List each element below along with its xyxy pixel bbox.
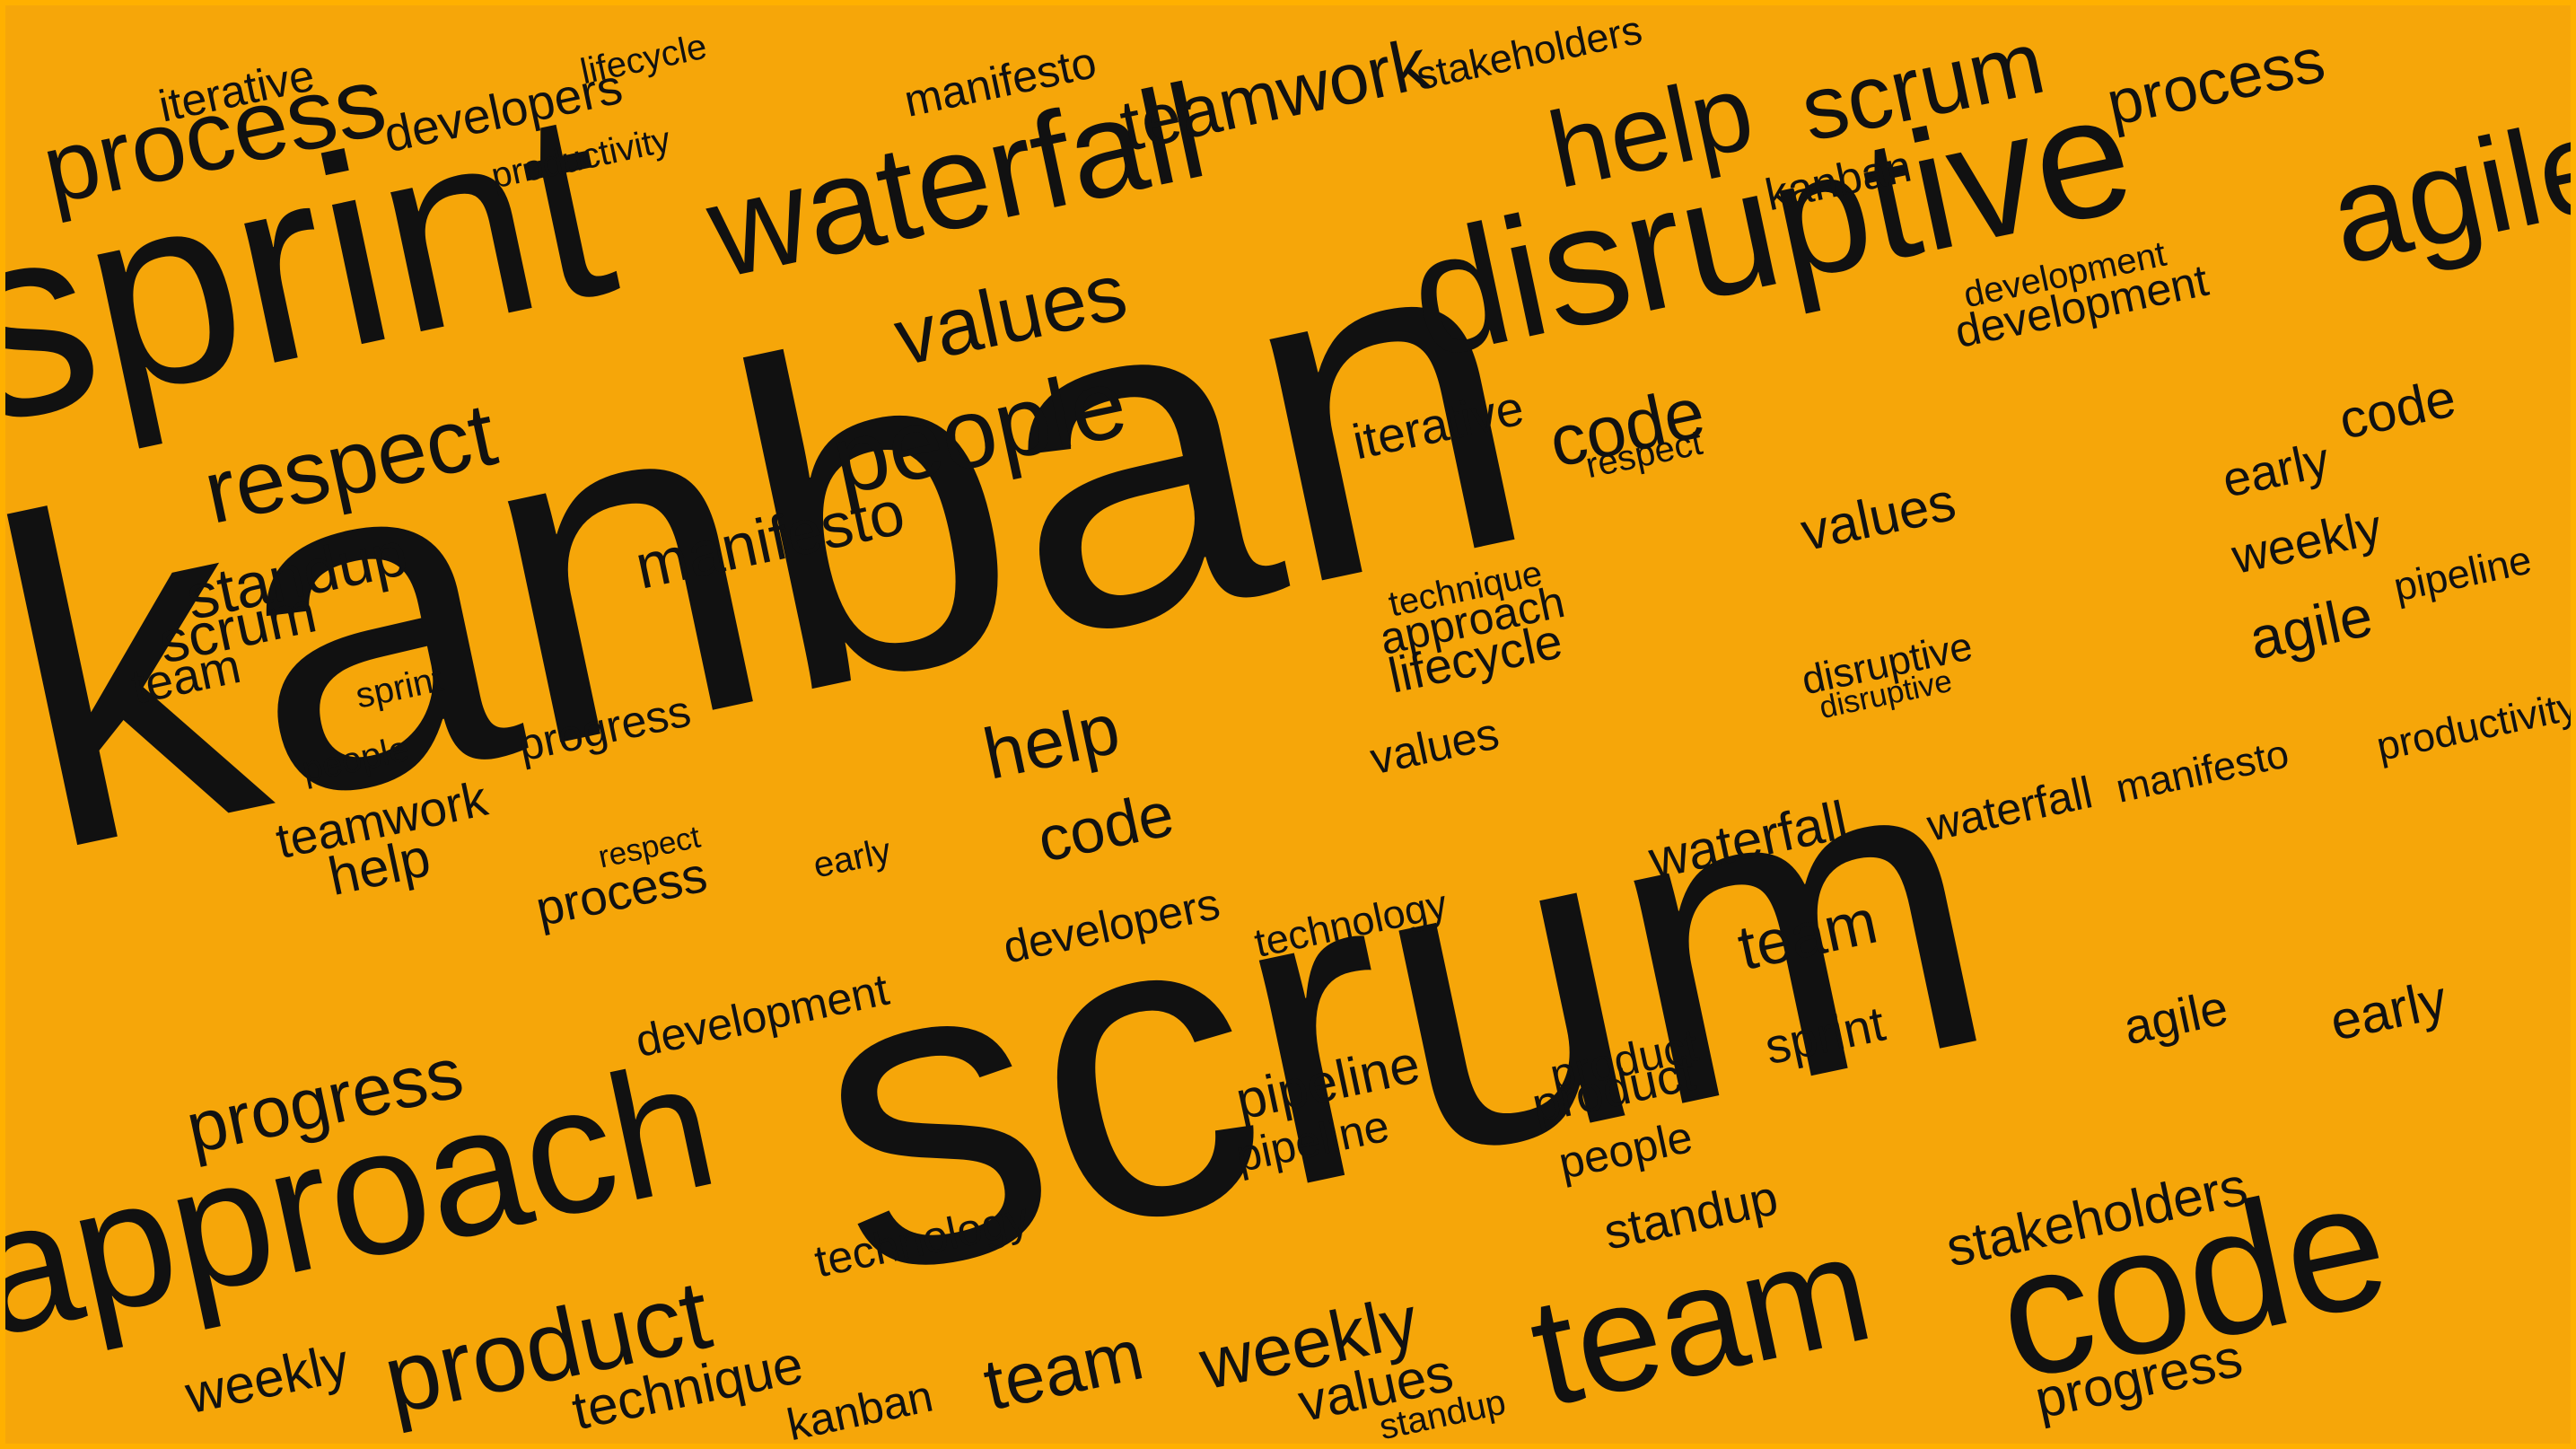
word-weekly-b: weekly — [2227, 498, 2387, 584]
word-early: early — [2217, 431, 2335, 508]
word-weekly-small: weekly — [180, 1331, 355, 1426]
word-code-b: code — [2334, 367, 2461, 451]
word-process-b: process — [2100, 24, 2331, 139]
word-pipeline-b: pipeline — [2389, 536, 2536, 610]
word-manifesto-b: manifesto — [2111, 730, 2293, 812]
word-values-small: values — [1795, 470, 1961, 563]
word-early-small: early — [2325, 969, 2452, 1052]
word-lifecycle-small: lifecycle — [576, 26, 711, 92]
word-productivity: productivity — [2372, 681, 2576, 770]
word-team-large: team — [1517, 1201, 1885, 1440]
word-agile-b: agile — [2118, 979, 2233, 1056]
word-agile-small: agile — [2243, 582, 2379, 672]
word-agile-large: agile — [2317, 85, 2576, 294]
